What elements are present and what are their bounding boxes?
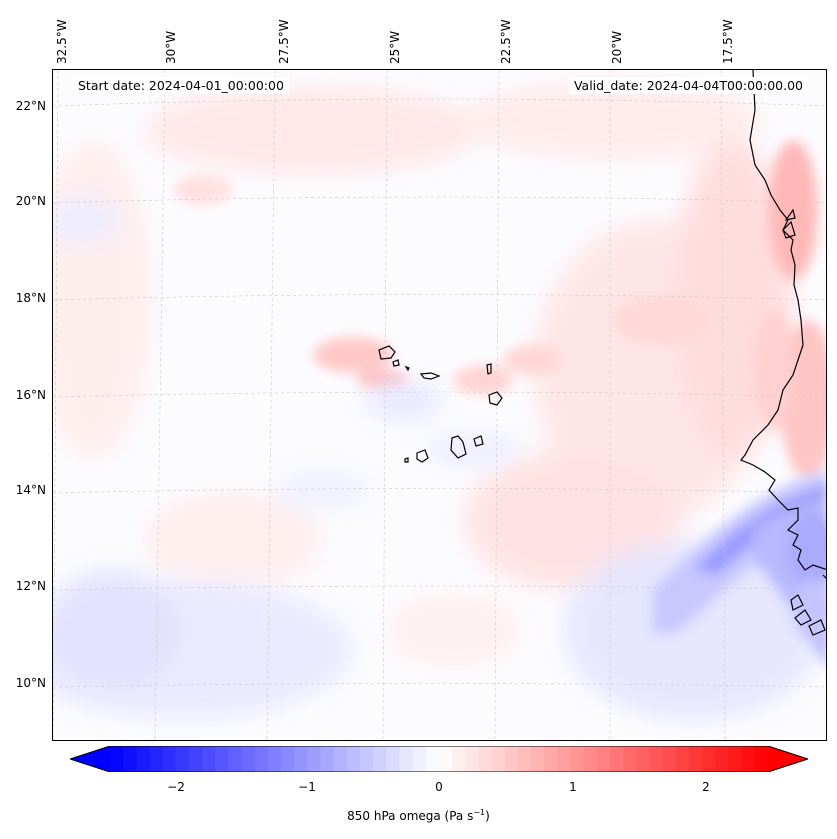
colorbar-cell (281, 746, 295, 772)
colorbar-cell (570, 746, 585, 772)
colorbar-min-extend (70, 746, 110, 772)
colorbar-cell (373, 746, 387, 772)
colorbar-cell (123, 746, 137, 772)
colorbar-cell (544, 746, 558, 772)
colorbar-cell (267, 746, 282, 772)
omega-field-map[interactable] (53, 70, 827, 741)
lat-tick-label: 12°N (15, 579, 46, 593)
colorbar-cell (517, 746, 532, 772)
lon-tick-label: 27.5°W (277, 19, 291, 64)
colorbar-cell (294, 746, 308, 772)
graticule (53, 70, 826, 740)
colorbar-tick-label: −1 (298, 780, 316, 794)
colorbar-tick-label: −2 (167, 780, 185, 794)
colorbar-cell (702, 746, 716, 772)
colorbar-cell (465, 746, 479, 772)
colorbar-cell (741, 746, 756, 772)
colorbar-cell (583, 746, 598, 772)
colorbar-title-text: 850 hPa omega (Pa s (347, 809, 474, 823)
colorbar-cell (110, 746, 124, 772)
colorbar-cell (320, 746, 335, 772)
colorbar-cell (596, 746, 611, 772)
valid-date-label: Valid_date: 2024-04-04T00:00:00.00 (568, 77, 808, 94)
colorbar-title-close: ) (485, 809, 490, 823)
colorbar-cell (636, 746, 651, 772)
lon-tick-label: 32.5°W (55, 19, 69, 64)
colorbar-cell (689, 746, 703, 772)
colorbar-cell (623, 746, 637, 772)
coastline (740, 70, 826, 636)
colorbar-cell (675, 746, 690, 772)
colorbar-cell (228, 746, 243, 772)
colorbar-cell (754, 746, 769, 772)
colorbar-cell (439, 746, 453, 772)
colorbar-cell (504, 746, 519, 772)
colorbar-cell (333, 746, 348, 772)
colorbar-cells (70, 746, 808, 772)
colorbar-cell (557, 746, 572, 772)
colorbar-cell (425, 746, 440, 772)
colorbar-cell (491, 746, 506, 772)
lat-tick-label: 18°N (15, 291, 46, 305)
colorbar-cell (662, 746, 677, 772)
colorbar-tick-label: 0 (435, 780, 443, 794)
lat-tick-label: 20°N (15, 194, 46, 208)
colorbar-cell (215, 746, 229, 772)
colorbar-cell (136, 746, 150, 772)
colorbar-cell (175, 746, 190, 772)
colorbar-cell (241, 746, 256, 772)
colorbar-cell (728, 746, 743, 772)
colorbar-cell (478, 746, 493, 772)
colorbar-cell (162, 746, 177, 772)
lat-tick-label: 22°N (15, 99, 46, 113)
lon-tick-label: 30°W (164, 30, 178, 64)
colorbar-cell (149, 746, 164, 772)
lat-tick-label: 10°N (15, 676, 46, 690)
lat-tick-label: 14°N (15, 483, 46, 497)
start-date-label: Start date: 2024-04-01_00:00:00 (73, 77, 289, 94)
lon-tick-label: 25°W (388, 30, 402, 64)
colorbar (70, 746, 808, 772)
lat-tick-label: 16°N (15, 388, 46, 402)
omega-field (53, 80, 826, 720)
colorbar-title-exponent: −1 (473, 808, 486, 817)
lon-tick-label: 22.5°W (499, 19, 513, 64)
colorbar-cell (346, 746, 361, 772)
colorbar-cell (531, 746, 545, 772)
colorbar-cell (202, 746, 216, 772)
colorbar-cell (386, 746, 401, 772)
colorbar-tick-label: 1 (569, 780, 577, 794)
colorbar-max-extend (768, 746, 808, 772)
colorbar-title: 850 hPa omega (Pa s−1) (0, 808, 837, 823)
lon-tick-label: 17.5°W (721, 19, 735, 64)
colorbar-cell (188, 746, 203, 772)
colorbar-cell (360, 746, 374, 772)
colorbar-cell (254, 746, 269, 772)
cape-verde-islands (378, 345, 503, 463)
lon-tick-label: 20°W (610, 30, 624, 64)
colorbar-cell (649, 746, 664, 772)
colorbar-tick-label: 2 (702, 780, 710, 794)
colorbar-cell (610, 746, 624, 772)
colorbar-cell (715, 746, 730, 772)
colorbar-cell (399, 746, 414, 772)
colorbar-cell (452, 746, 466, 772)
colorbar-cell (307, 746, 322, 772)
colorbar-cell (412, 746, 427, 772)
map-panel[interactable] (52, 69, 827, 741)
